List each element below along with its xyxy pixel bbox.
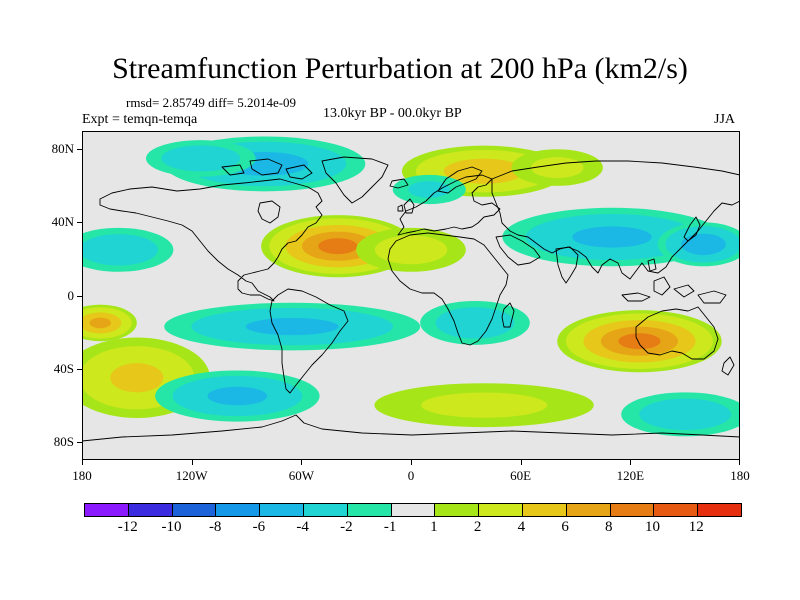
season-label: JJA — [714, 112, 736, 127]
colorbar-label: -10 — [161, 519, 182, 535]
field-contour — [374, 235, 448, 265]
lat-label: 40N — [51, 214, 74, 230]
lat-tick — [77, 295, 82, 297]
lon-tick — [520, 460, 522, 465]
colorbar-label: -12 — [117, 519, 138, 535]
lon-tick — [191, 460, 193, 465]
colorbar-label: -2 — [340, 519, 353, 535]
colorbar-label: 1 — [430, 519, 438, 535]
lon-label: 180 — [730, 468, 750, 483]
coast-australia — [635, 306, 719, 360]
field-contour — [530, 157, 584, 179]
coast-asia — [491, 160, 740, 280]
field-contour — [110, 363, 164, 393]
stats-text: rmsd= 2.85749 diff= 5.2014e-09 — [126, 95, 297, 110]
coast-south-america — [269, 288, 349, 394]
colorbar-label: 4 — [517, 519, 526, 535]
lat-tick — [77, 441, 82, 443]
field-contour — [618, 333, 661, 350]
coast-antarctica — [82, 414, 740, 442]
colorbar-swatch — [260, 504, 304, 516]
colorbar-swatch — [654, 504, 699, 516]
colorbar-swatch — [85, 504, 129, 516]
colorbar-swatch — [303, 504, 348, 516]
coast-new-zealand — [721, 356, 735, 376]
field-contour — [82, 234, 158, 266]
coast-madagascar — [501, 302, 515, 328]
coast-europe — [397, 174, 501, 236]
coast-iceland — [389, 178, 409, 189]
coast-scandinavia — [437, 166, 483, 194]
field-contour — [408, 181, 451, 198]
lat-tick — [77, 222, 82, 224]
period-label: 13.0kyr BP - 00.0kyr BP — [323, 106, 462, 121]
lon-tick — [630, 460, 632, 465]
colorbar-label: -1 — [383, 519, 397, 535]
lon-label: 60W — [288, 468, 314, 483]
coast-arabia — [495, 234, 541, 266]
coast-arctic-islands — [221, 158, 313, 180]
colorbar-label: 12 — [688, 519, 704, 535]
lon-label: 120E — [616, 468, 645, 483]
colorbar-swatch — [347, 504, 392, 516]
colorbar-swatch — [216, 504, 261, 516]
coast-hudson-bay — [257, 200, 281, 224]
lat-label: 40S — [53, 360, 74, 376]
field-contour — [89, 317, 111, 329]
coastlines — [82, 156, 740, 442]
lon-tick — [411, 460, 412, 465]
coast-north-america — [99, 178, 323, 302]
field-contour — [421, 392, 548, 418]
colorbar-swatch — [610, 504, 655, 516]
contour-map — [82, 131, 740, 460]
colorbar-label: 8 — [605, 519, 613, 535]
lon-tick — [82, 460, 83, 465]
field-contour — [572, 226, 652, 248]
lat-tick — [77, 368, 82, 370]
colorbar — [84, 503, 742, 517]
colorbar-swatch — [522, 504, 567, 516]
colorbar-swatch — [479, 504, 523, 516]
field-contour — [318, 238, 358, 255]
figure-title: Streamfunction Perturbation at 200 hPa (… — [112, 52, 688, 85]
map-panel — [82, 131, 740, 460]
lat-label: 0 — [67, 287, 75, 303]
colorbar-label: -6 — [252, 519, 266, 535]
lon-label: 60E — [510, 468, 532, 483]
colorbar-label: 10 — [645, 519, 661, 535]
field-contour — [245, 317, 339, 336]
coast-japan — [683, 216, 701, 242]
experiment-label: Expt = temqn-temqa — [82, 112, 198, 127]
colorbar-swatch — [391, 504, 436, 516]
coast-british-isles — [397, 198, 415, 214]
coast-greenland — [321, 156, 389, 204]
lat-label: 80N — [51, 141, 74, 157]
lat-label: 80S — [53, 433, 74, 449]
lat-tick — [77, 149, 82, 151]
colorbar-label: 6 — [561, 519, 569, 535]
colorbar-swatch — [172, 504, 217, 516]
colorbar-swatch — [698, 504, 741, 516]
field-contour — [435, 307, 515, 339]
field-contour — [161, 145, 241, 172]
colorbar-label: -4 — [296, 519, 309, 535]
colorbar-swatch — [435, 504, 480, 516]
lon-label: 0 — [407, 468, 415, 483]
coast-india — [555, 246, 579, 284]
colorbar-label: 2 — [473, 519, 482, 535]
colorbar-swatch — [128, 504, 173, 516]
lon-tick — [301, 460, 303, 465]
field-contour — [207, 386, 268, 406]
colorbar-swatch — [566, 504, 611, 516]
lon-tick — [739, 460, 740, 465]
coast-africa — [387, 232, 509, 346]
field-contour — [681, 233, 726, 256]
lon-label: 180 — [72, 468, 92, 483]
lon-label: 120W — [175, 468, 208, 483]
coast-indonesia — [621, 258, 727, 304]
colorbar-label: -8 — [208, 519, 222, 535]
field-contour — [639, 398, 732, 431]
